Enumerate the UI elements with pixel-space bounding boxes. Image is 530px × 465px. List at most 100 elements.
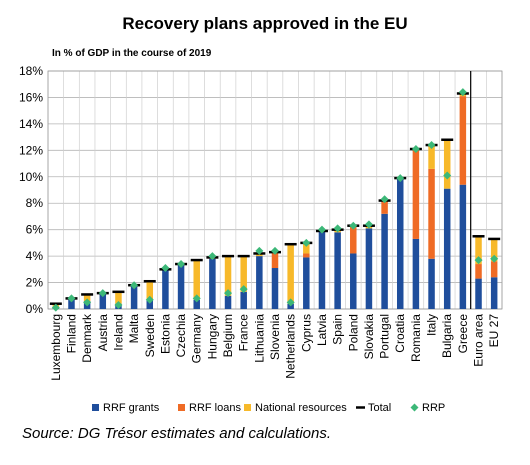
x-tick-label: Malta: [127, 314, 141, 344]
bar-rrf-grants: [490, 277, 498, 309]
bar-rrf-grants: [412, 238, 420, 309]
rrp-marker: [396, 174, 405, 183]
bar-rrf-grants: [162, 269, 169, 309]
y-tick-label: 4%: [26, 249, 44, 263]
legend-swatch: [244, 404, 251, 411]
bar-national-resources: [303, 242, 310, 254]
rrp-marker: [317, 225, 326, 234]
bar-national-resources: [428, 145, 435, 169]
chart-subtitle: In % of GDP in the course of 2019: [52, 48, 212, 59]
x-tick-label: EU 27: [487, 314, 501, 348]
bar-national-resources: [224, 256, 232, 296]
x-tick-label: Austria: [96, 314, 110, 352]
x-tick-label: Hungary: [205, 314, 219, 359]
rrp-marker: [380, 195, 389, 204]
rrp-marker: [458, 88, 467, 97]
bar-rrf-loans: [475, 264, 482, 279]
bar-national-resources: [115, 291, 122, 304]
x-tick-label: Latvia: [315, 314, 329, 346]
x-tick-label: Croatia: [393, 314, 407, 353]
legend-label: RRF loans: [189, 402, 241, 414]
bar-national-resources: [475, 236, 482, 265]
rrp-marker: [208, 252, 217, 261]
x-tick-label: Ireland: [111, 314, 125, 351]
bar-rrf-grants: [334, 232, 341, 309]
rrp-marker: [224, 289, 233, 298]
x-tick-label: Estonia: [158, 314, 172, 354]
x-tick-label: Slovenia: [268, 314, 282, 360]
legend-label: Total: [368, 402, 391, 414]
bar-rrf-grants: [177, 264, 185, 309]
y-tick-label: 16%: [19, 90, 43, 104]
rrp-marker: [271, 246, 279, 255]
bar-national-resources: [443, 139, 451, 189]
legend-swatch: [410, 403, 419, 412]
bar-rrf-grants: [68, 298, 75, 309]
bar-rrf-grants: [146, 299, 154, 309]
rrp-marker: [51, 303, 60, 312]
bar-rrf-loans: [350, 225, 357, 254]
bar-rrf-grants: [271, 268, 279, 309]
x-tick-label: Luxembourg: [49, 314, 63, 381]
y-tick-label: 14%: [19, 117, 43, 131]
x-tick-label: Germany: [190, 314, 204, 363]
rrp-marker: [411, 145, 420, 154]
source-note: Source: DG Trésor estimates and calculat…: [22, 425, 332, 442]
rrp-marker: [161, 264, 170, 273]
bar-national-resources: [83, 294, 91, 302]
bar-rrf-grants: [256, 256, 263, 309]
y-tick-label: 18%: [19, 64, 43, 78]
bar-rrf-grants: [381, 213, 388, 309]
rrp-marker: [130, 281, 139, 290]
x-tick-label: Romania: [409, 314, 423, 362]
bar-rrf-loans: [303, 253, 310, 258]
x-tick-label: Poland: [346, 314, 360, 351]
rrp-marker: [255, 246, 264, 255]
x-tick-label: Sweden: [143, 314, 157, 357]
rrp-marker: [443, 171, 452, 180]
bar-rrf-grants: [130, 285, 138, 309]
rrp-marker: [83, 298, 92, 307]
bar-rrf-grants: [303, 257, 310, 309]
x-tick-label: Belgium: [221, 314, 235, 357]
rrp-marker: [427, 141, 436, 150]
rrp-marker: [98, 289, 107, 298]
y-tick-label: 12%: [19, 143, 43, 157]
bar-rrf-grants: [396, 178, 404, 309]
bar-rrf-loans: [459, 96, 467, 185]
y-tick-label: 6%: [26, 223, 44, 237]
x-tick-label: Euro area: [472, 314, 486, 367]
bar-rrf-grants: [209, 258, 216, 309]
bar-rrf-grants: [224, 295, 232, 309]
bar-national-resources: [193, 260, 200, 300]
bar-national-resources: [287, 244, 294, 304]
x-tick-label: Lithuania: [252, 314, 266, 363]
x-tick-label: Bulgaria: [440, 314, 454, 358]
x-tick-label: Finland: [64, 314, 78, 353]
bar-rrf-loans: [490, 261, 498, 278]
bar-rrf-grants: [443, 188, 451, 309]
x-tick-label: France: [237, 314, 251, 352]
bar-rrf-grants: [193, 299, 200, 309]
x-tick-label: Portugal: [378, 314, 392, 359]
legend-label: RRP: [422, 402, 445, 414]
y-tick-label: 0%: [26, 302, 44, 316]
x-tick-label: Czechia: [174, 314, 188, 358]
legend-label: National resources: [255, 402, 347, 414]
bar-rrf-loans: [412, 149, 420, 239]
rrp-marker: [302, 238, 311, 247]
rrp-marker: [333, 224, 342, 233]
legend-swatch: [92, 404, 99, 411]
rrp-marker: [286, 298, 295, 307]
chart-title: Recovery plans approved in the EU: [122, 14, 408, 33]
bar-national-resources: [490, 238, 498, 262]
bar-rrf-grants: [240, 291, 247, 309]
rrp-marker: [145, 295, 154, 304]
x-tick-label: Greece: [456, 314, 470, 354]
x-tick-label: Cyprus: [299, 314, 313, 352]
bar-rrf-grants: [365, 228, 373, 309]
legend-label: RRF grants: [103, 402, 160, 414]
bar-rrf-grants: [318, 230, 326, 309]
bar-rrf-loans: [381, 200, 388, 214]
